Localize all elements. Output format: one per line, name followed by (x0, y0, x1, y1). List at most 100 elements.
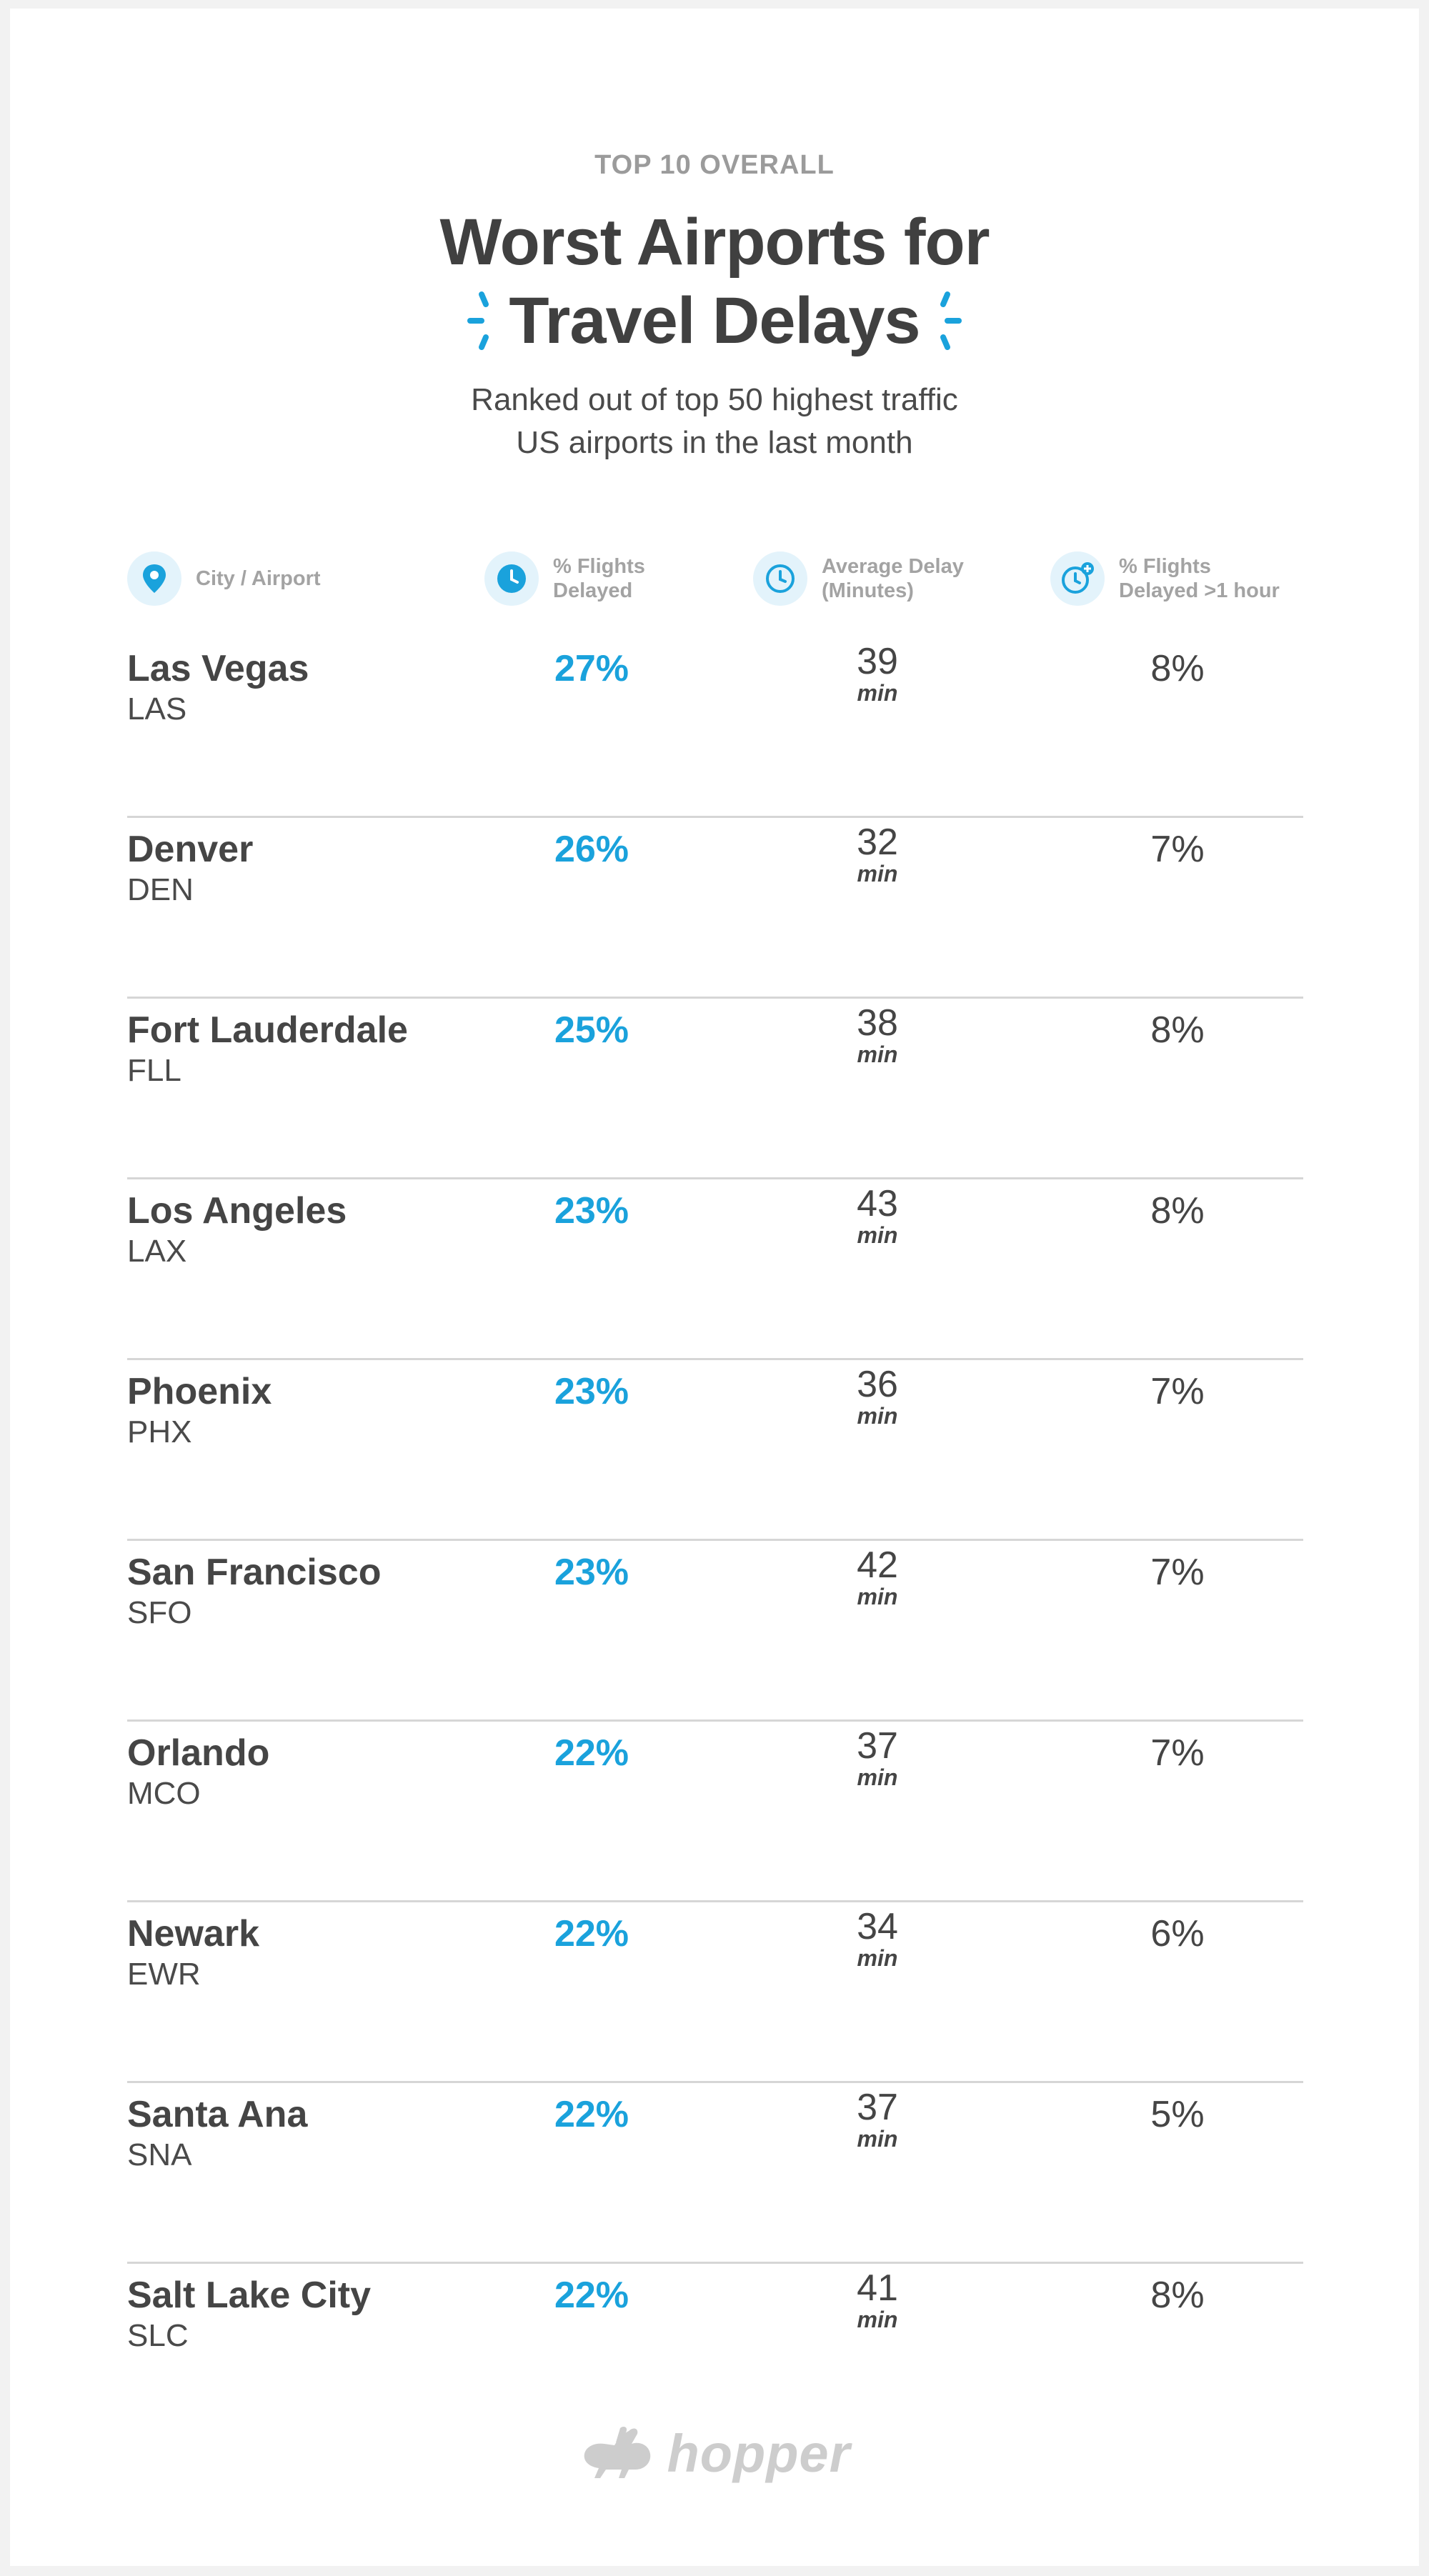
column-header-city: City / Airport (127, 551, 321, 606)
table-row: Salt Lake City SLC 22% 8% 41 min (127, 2264, 1303, 2445)
avg-delay-value: 36 (857, 1364, 898, 1405)
rabbit-logo-icon (584, 2426, 650, 2478)
city-name: Phoenix (127, 1371, 272, 1412)
avg-delay-cell: 37 min (813, 1726, 942, 1789)
airport-code: LAS (127, 692, 187, 727)
table-header: City / Airport % Flights Delayed (10, 551, 1419, 609)
avg-delay-value: 43 (857, 1183, 898, 1224)
pct-delayed-hour-value: 6% (1150, 1913, 1205, 1955)
airport-code: SFO (127, 1595, 192, 1630)
infographic-card: TOP 10 OVERALL Worst Airports for Travel… (10, 9, 1419, 2566)
clock-outline-icon (753, 551, 807, 606)
avg-delay-cell: 42 min (813, 1545, 942, 1608)
column-label-hour-line2: Delayed >1 hour (1119, 579, 1280, 602)
title-line-2: Travel Delays (509, 284, 920, 357)
table-row: San Francisco SFO 23% 7% 42 min (127, 1541, 1303, 1722)
airport-code: MCO (127, 1776, 201, 1811)
burst-right-icon (940, 291, 962, 350)
column-label-hour-line1: % Flights (1119, 555, 1211, 578)
subtitle-line-1: Ranked out of top 50 highest traffic (471, 382, 958, 417)
table-row: Phoenix PHX 23% 7% 36 min (127, 1360, 1303, 1541)
column-label-pct-line2: Delayed (553, 579, 633, 602)
pct-delayed-value: 22% (554, 1913, 629, 1955)
city-name: Salt Lake City (127, 2275, 372, 2316)
pct-delayed-value: 23% (554, 1552, 629, 1593)
avg-delay-unit: min (857, 1403, 898, 1429)
avg-delay-unit: min (857, 1222, 898, 1248)
airport-table: Las Vegas LAS 27% 8% 39 min Denver DEN 26% 7% 32 mi… (127, 637, 1303, 2445)
avg-delay-value: 32 (857, 822, 898, 863)
pct-delayed-hour-value: 8% (1150, 648, 1205, 689)
avg-delay-cell: 34 min (813, 1907, 942, 1970)
airport-code: LAX (127, 1234, 187, 1269)
avg-delay-unit: min (857, 680, 898, 706)
avg-delay-cell: 37 min (813, 2087, 942, 2150)
city-name: Denver (127, 829, 254, 870)
avg-delay-cell: 38 min (813, 1003, 942, 1066)
avg-delay-unit: min (857, 1764, 898, 1790)
title-line-1: Worst Airports for (439, 206, 990, 279)
avg-delay-unit: min (857, 1945, 898, 1971)
avg-delay-unit: min (857, 861, 898, 887)
avg-delay-cell: 41 min (813, 2268, 942, 2331)
airport-code: FLL (127, 1053, 181, 1088)
pct-delayed-value: 23% (554, 1371, 629, 1412)
clock-filled-icon (484, 551, 539, 606)
avg-delay-value: 38 (857, 1002, 898, 1044)
table-row: Santa Ana SNA 22% 5% 37 min (127, 2083, 1303, 2264)
column-header-hour: % Flights Delayed >1 hour (1050, 551, 1280, 606)
airport-code: DEN (127, 872, 194, 907)
brand-logo: hopper (10, 2423, 1419, 2484)
city-name: Santa Ana (127, 2094, 308, 2135)
airport-code: PHX (127, 1414, 192, 1449)
pct-delayed-value: 25% (554, 1009, 629, 1051)
page-title: Worst Airports for Travel Delays (10, 203, 1419, 370)
table-row: Orlando MCO 22% 7% 37 min (127, 1722, 1303, 1902)
city-name: Newark (127, 1913, 259, 1955)
table-row: Denver DEN 26% 7% 32 min (127, 818, 1303, 999)
avg-delay-value: 37 (857, 2087, 898, 2128)
airport-code: SNA (127, 2137, 192, 2172)
avg-delay-unit: min (857, 1042, 898, 1067)
avg-delay-value: 37 (857, 1725, 898, 1767)
pct-delayed-hour-value: 8% (1150, 1190, 1205, 1232)
column-label-city: City / Airport (196, 567, 321, 590)
location-pin-icon (127, 551, 181, 606)
pct-delayed-hour-value: 7% (1150, 1552, 1205, 1593)
column-header-avg: Average Delay (Minutes) (753, 551, 964, 606)
eyebrow-label: TOP 10 OVERALL (594, 150, 835, 180)
avg-delay-cell: 32 min (813, 822, 942, 885)
pct-delayed-value: 22% (554, 1732, 629, 1774)
column-label-avg-line2: (Minutes) (822, 579, 914, 602)
column-header-pct: % Flights Delayed (484, 551, 645, 606)
table-row: Newark EWR 22% 6% 34 min (127, 1902, 1303, 2083)
burst-left-icon (467, 291, 489, 350)
pct-delayed-hour-value: 7% (1150, 1371, 1205, 1412)
avg-delay-value: 34 (857, 1906, 898, 1947)
avg-delay-unit: min (857, 2307, 898, 2332)
airport-code: EWR (127, 1957, 201, 1992)
table-row: Fort Lauderdale FLL 25% 8% 38 min (127, 999, 1303, 1179)
pct-delayed-value: 22% (554, 2275, 629, 2316)
pct-delayed-value: 23% (554, 1190, 629, 1232)
airport-code: SLC (127, 2318, 189, 2353)
column-label-pct: % Flights Delayed (553, 554, 645, 603)
avg-delay-cell: 39 min (813, 641, 942, 704)
avg-delay-cell: 36 min (813, 1364, 942, 1427)
column-label-avg-line1: Average Delay (822, 555, 964, 578)
pct-delayed-value: 27% (554, 648, 629, 689)
avg-delay-cell: 43 min (813, 1184, 942, 1247)
city-name: Los Angeles (127, 1190, 347, 1232)
avg-delay-unit: min (857, 2126, 898, 2152)
pct-delayed-hour-value: 7% (1150, 1732, 1205, 1774)
city-name: Fort Lauderdale (127, 1009, 408, 1051)
subtitle-line-2: US airports in the last month (516, 425, 913, 460)
column-label-hour: % Flights Delayed >1 hour (1119, 554, 1280, 603)
avg-delay-value: 41 (857, 2267, 898, 2309)
pct-delayed-value: 26% (554, 829, 629, 870)
city-name: San Francisco (127, 1552, 382, 1593)
pct-delayed-hour-value: 8% (1150, 2275, 1205, 2316)
avg-delay-unit: min (857, 1584, 898, 1609)
column-label-pct-line1: % Flights (553, 555, 645, 578)
pct-delayed-hour-value: 8% (1150, 1009, 1205, 1051)
